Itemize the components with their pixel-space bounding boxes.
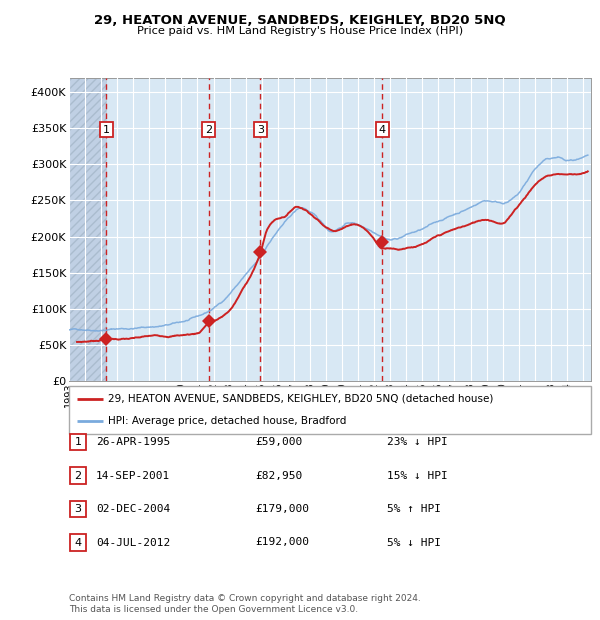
Text: 29, HEATON AVENUE, SANDBEDS, KEIGHLEY, BD20 5NQ: 29, HEATON AVENUE, SANDBEDS, KEIGHLEY, B… (94, 14, 506, 27)
Text: 5% ↑ HPI: 5% ↑ HPI (387, 504, 441, 514)
Text: 1: 1 (74, 437, 82, 447)
Text: 04-JUL-2012: 04-JUL-2012 (96, 538, 170, 547)
Text: £192,000: £192,000 (255, 538, 309, 547)
Text: 26-APR-1995: 26-APR-1995 (96, 437, 170, 447)
Text: £59,000: £59,000 (255, 437, 302, 447)
Text: 1: 1 (103, 125, 110, 135)
Text: 29, HEATON AVENUE, SANDBEDS, KEIGHLEY, BD20 5NQ (detached house): 29, HEATON AVENUE, SANDBEDS, KEIGHLEY, B… (108, 394, 494, 404)
FancyBboxPatch shape (70, 534, 86, 551)
Text: HPI: Average price, detached house, Bradford: HPI: Average price, detached house, Brad… (108, 416, 347, 426)
Text: 15% ↓ HPI: 15% ↓ HPI (387, 471, 448, 480)
Text: 14-SEP-2001: 14-SEP-2001 (96, 471, 170, 480)
Text: 02-DEC-2004: 02-DEC-2004 (96, 504, 170, 514)
FancyBboxPatch shape (70, 467, 86, 484)
Text: 5% ↓ HPI: 5% ↓ HPI (387, 538, 441, 547)
FancyBboxPatch shape (69, 386, 591, 434)
Text: 4: 4 (74, 538, 82, 547)
Text: 4: 4 (379, 125, 386, 135)
FancyBboxPatch shape (70, 434, 86, 450)
Text: Price paid vs. HM Land Registry's House Price Index (HPI): Price paid vs. HM Land Registry's House … (137, 26, 463, 36)
Text: 23% ↓ HPI: 23% ↓ HPI (387, 437, 448, 447)
Text: 3: 3 (257, 125, 264, 135)
Text: Contains HM Land Registry data © Crown copyright and database right 2024.
This d: Contains HM Land Registry data © Crown c… (69, 595, 421, 614)
Text: £82,950: £82,950 (255, 471, 302, 480)
Bar (69, 78, 106, 381)
Text: 2: 2 (74, 471, 82, 480)
Text: 3: 3 (74, 504, 82, 514)
FancyBboxPatch shape (70, 501, 86, 517)
Text: £179,000: £179,000 (255, 504, 309, 514)
Text: 2: 2 (205, 125, 212, 135)
Bar (69, 78, 106, 381)
